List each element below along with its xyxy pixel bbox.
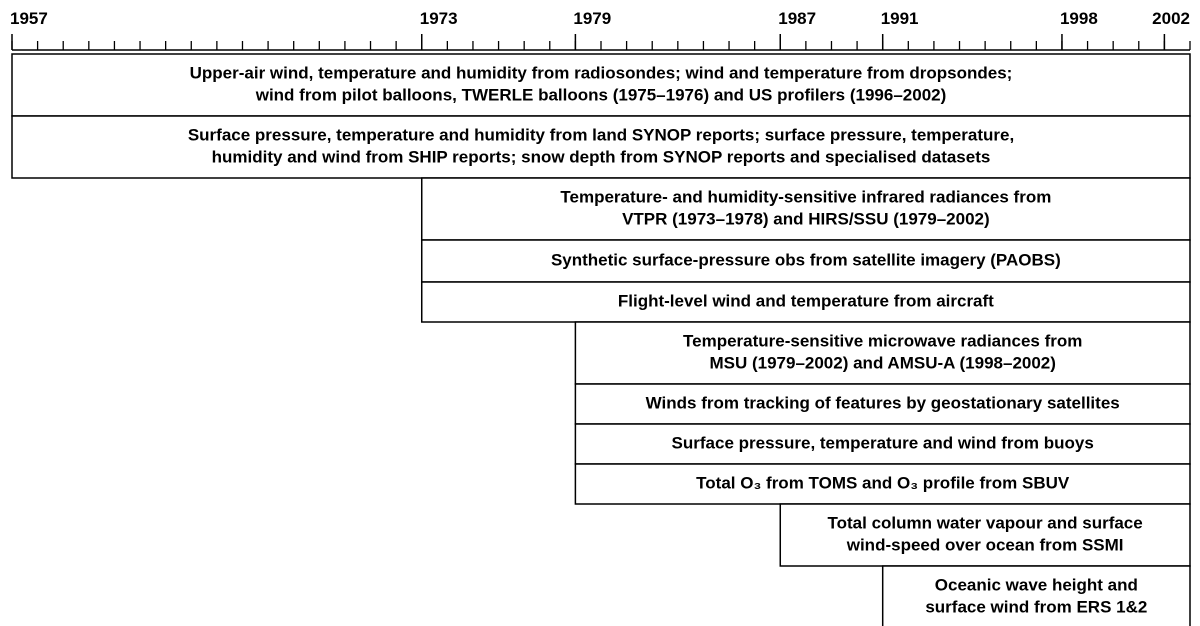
year-label: 1979	[573, 9, 611, 28]
year-label: 1957	[10, 9, 48, 28]
source-bar	[574, 321, 1191, 385]
source-bar	[11, 53, 1191, 117]
year-label: 1973	[420, 9, 458, 28]
source-text: VTPR (1973–1978) and HIRS/SSU (1979–2002…	[622, 209, 990, 228]
source-bar	[574, 463, 1191, 505]
year-label: 1987	[778, 9, 816, 28]
source-bar	[420, 177, 1191, 241]
source-text: surface wind from ERS 1&2	[925, 597, 1147, 616]
source-text: wind-speed over ocean from SSMI	[846, 535, 1124, 554]
source-text: Total O₃ from TOMS and O₃ profile from S…	[696, 473, 1070, 492]
source-bar	[11, 115, 1191, 179]
source-bar	[420, 239, 1191, 283]
source-bar	[574, 423, 1191, 465]
source-bar	[779, 503, 1191, 567]
source-text: Surface pressure, temperature and humidi…	[188, 125, 1014, 144]
year-label: 1998	[1060, 9, 1098, 28]
year-label: 1991	[881, 9, 919, 28]
source-text: Synthetic surface-pressure obs from sate…	[551, 250, 1061, 269]
year-label: 2002	[1152, 9, 1190, 28]
source-text: MSU (1979–2002) and AMSU-A (1998–2002)	[709, 353, 1055, 372]
source-text: wind from pilot balloons, TWERLE balloon…	[255, 85, 947, 104]
source-text: Total column water vapour and surface	[828, 513, 1143, 532]
source-bar	[881, 565, 1191, 626]
source-text: Temperature-sensitive microwave radiance…	[683, 331, 1082, 350]
source-text: Winds from tracking of features by geost…	[646, 393, 1120, 412]
source-text: Oceanic wave height and	[935, 575, 1138, 594]
source-text: Surface pressure, temperature and wind f…	[672, 433, 1094, 452]
source-text: Temperature- and humidity-sensitive infr…	[560, 187, 1051, 206]
source-bar	[574, 383, 1191, 425]
source-text: Flight-level wind and temperature from a…	[618, 291, 994, 310]
source-text: humidity and wind from SHIP reports; sno…	[212, 147, 991, 166]
source-text: Upper-air wind, temperature and humidity…	[190, 63, 1013, 82]
source-bar	[420, 281, 1191, 323]
